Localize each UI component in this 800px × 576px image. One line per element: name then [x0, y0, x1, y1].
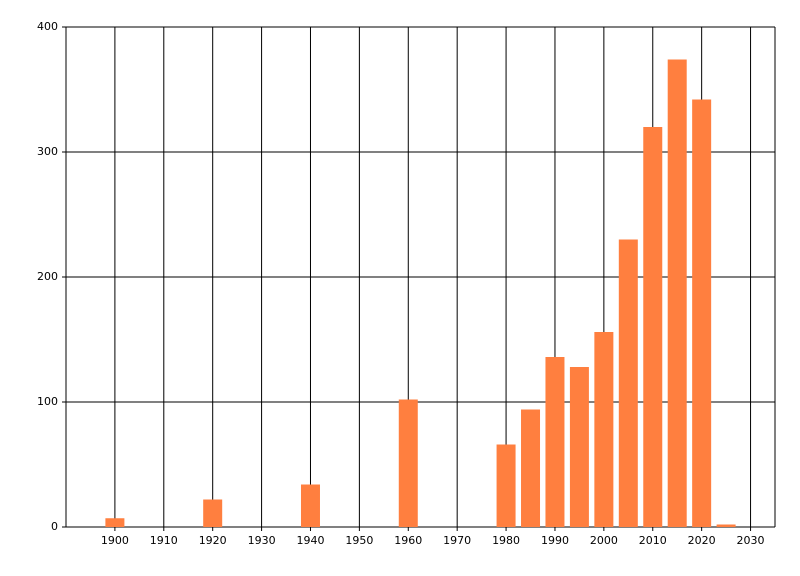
bar	[203, 499, 223, 527]
x-tick-label: 2010	[639, 534, 667, 547]
x-tick-label: 1920	[199, 534, 227, 547]
x-tick-label: 1990	[541, 534, 569, 547]
y-tick-label: 0	[51, 520, 58, 533]
x-tick-label: 1900	[101, 534, 129, 547]
y-tick-label: 200	[37, 270, 58, 283]
bar	[496, 444, 516, 527]
y-tick-label: 300	[37, 145, 58, 158]
bar	[569, 367, 589, 527]
bar	[398, 399, 418, 527]
x-tick-label: 1950	[345, 534, 373, 547]
x-tick-label: 1930	[248, 534, 276, 547]
x-tick-label: 1910	[150, 534, 178, 547]
bar	[545, 357, 565, 527]
bar	[692, 99, 712, 527]
x-tick-label: 1980	[492, 534, 520, 547]
x-tick-label: 2030	[737, 534, 765, 547]
bar	[300, 484, 320, 527]
bar	[667, 59, 687, 527]
bar	[716, 524, 736, 527]
y-tick-label: 100	[37, 395, 58, 408]
y-tick-label: 400	[37, 20, 58, 33]
x-tick-label: 1970	[443, 534, 471, 547]
x-tick-label: 2000	[590, 534, 618, 547]
bar	[643, 127, 663, 527]
x-tick-label: 1940	[296, 534, 324, 547]
bar	[521, 409, 541, 527]
bar	[594, 332, 614, 527]
x-tick-label: 2020	[688, 534, 716, 547]
bar	[618, 239, 638, 527]
bar	[105, 518, 125, 527]
x-tick-label: 1960	[394, 534, 422, 547]
